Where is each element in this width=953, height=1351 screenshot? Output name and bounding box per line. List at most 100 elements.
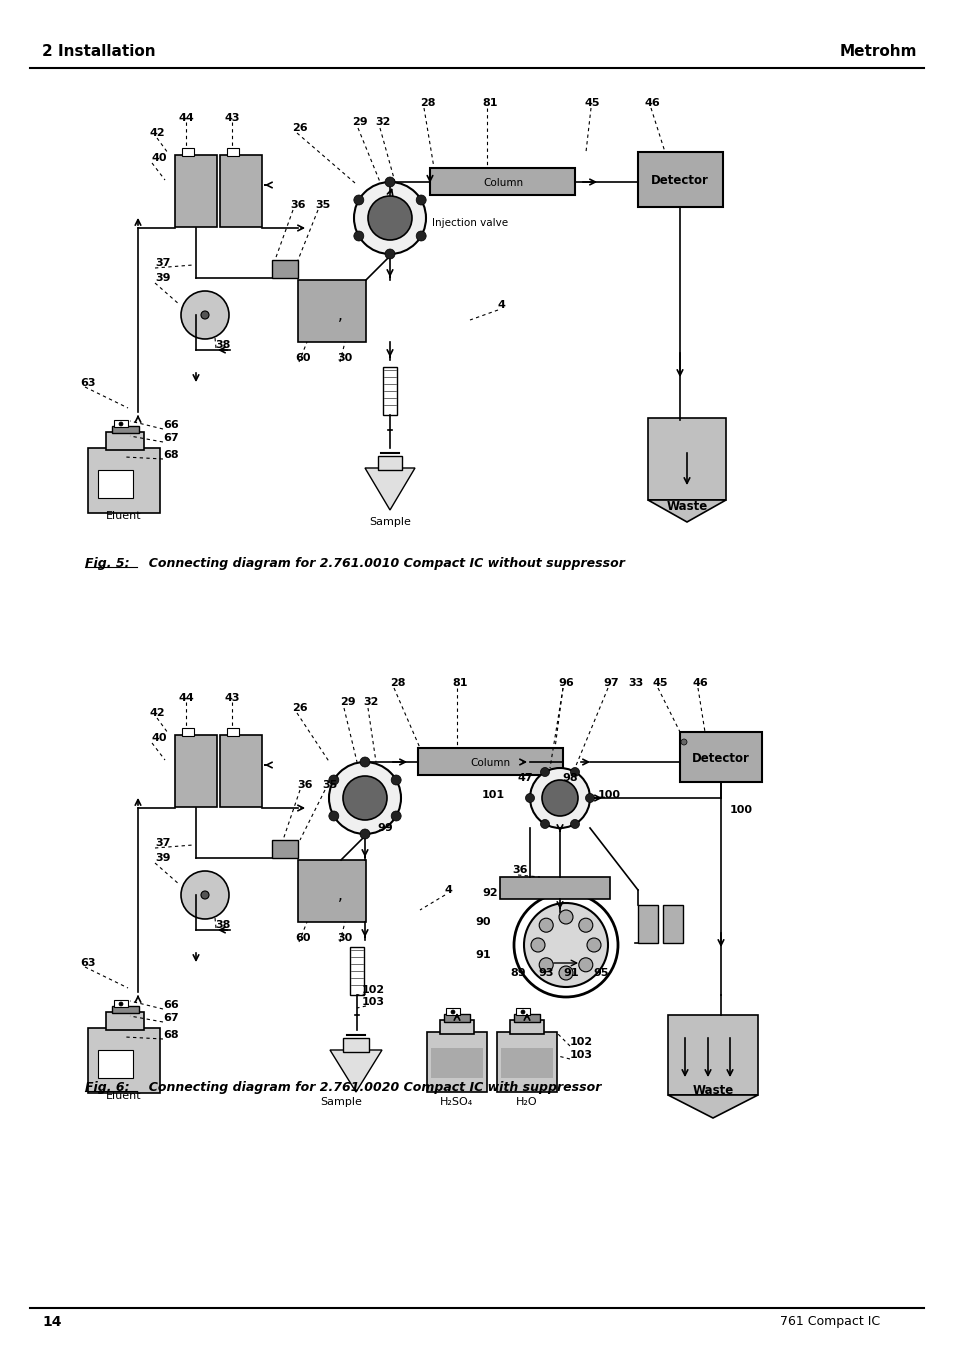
Bar xyxy=(174,155,216,227)
Circle shape xyxy=(523,902,607,988)
Text: 91: 91 xyxy=(475,950,490,961)
Polygon shape xyxy=(647,500,725,521)
Bar xyxy=(88,1028,160,1093)
Text: 67: 67 xyxy=(163,1013,178,1023)
Text: 36: 36 xyxy=(290,200,305,209)
Circle shape xyxy=(538,958,553,971)
Circle shape xyxy=(329,775,338,785)
Text: 45: 45 xyxy=(652,678,668,688)
Bar xyxy=(382,367,396,415)
Bar xyxy=(98,470,132,499)
Circle shape xyxy=(201,892,209,898)
Bar xyxy=(638,905,658,943)
Bar xyxy=(112,426,139,434)
Text: Sample: Sample xyxy=(319,1097,361,1106)
Text: 4: 4 xyxy=(444,885,453,894)
Bar xyxy=(446,1008,459,1015)
Circle shape xyxy=(354,195,363,205)
Text: 38: 38 xyxy=(214,340,230,350)
Text: H₂SO₄: H₂SO₄ xyxy=(440,1097,473,1106)
Text: ,: , xyxy=(337,308,342,323)
Bar xyxy=(499,877,609,898)
Text: 40: 40 xyxy=(152,153,168,163)
Text: Sample: Sample xyxy=(369,517,411,527)
Bar xyxy=(297,280,366,342)
Text: Connecting diagram for 2.761.0020 Compact IC with suppressor: Connecting diagram for 2.761.0020 Compac… xyxy=(140,1081,600,1093)
Bar xyxy=(443,1015,470,1021)
Bar xyxy=(220,155,262,227)
Circle shape xyxy=(329,811,338,821)
Circle shape xyxy=(680,739,686,744)
Text: Fig. 5:: Fig. 5: xyxy=(85,557,130,570)
Circle shape xyxy=(531,938,544,952)
Text: Detector: Detector xyxy=(691,753,749,766)
Text: 60: 60 xyxy=(294,353,310,363)
Text: 28: 28 xyxy=(419,99,435,108)
Text: 100: 100 xyxy=(598,790,620,800)
Text: 63: 63 xyxy=(80,958,95,969)
Circle shape xyxy=(354,182,426,254)
Text: 35: 35 xyxy=(314,200,330,209)
Text: 46: 46 xyxy=(692,678,708,688)
Text: Injection valve: Injection valve xyxy=(432,218,508,228)
Text: 29: 29 xyxy=(352,118,367,127)
Circle shape xyxy=(558,911,573,924)
Text: 761 Compact IC: 761 Compact IC xyxy=(780,1316,880,1328)
Text: 89: 89 xyxy=(510,969,525,978)
Bar xyxy=(510,1020,543,1034)
Bar xyxy=(174,735,216,807)
Text: 45: 45 xyxy=(584,99,599,108)
Text: ,: , xyxy=(337,888,342,902)
Text: H₂O: H₂O xyxy=(516,1097,537,1106)
Circle shape xyxy=(525,793,534,802)
Text: 40: 40 xyxy=(152,734,168,743)
Bar xyxy=(227,728,239,736)
Bar xyxy=(427,1032,486,1092)
Text: 36: 36 xyxy=(296,780,313,790)
Text: 28: 28 xyxy=(390,678,405,688)
Circle shape xyxy=(530,767,589,828)
Bar xyxy=(667,1015,758,1096)
Text: 43: 43 xyxy=(224,113,239,123)
Text: Column: Column xyxy=(470,758,510,767)
Circle shape xyxy=(586,938,600,952)
Circle shape xyxy=(201,311,209,319)
Circle shape xyxy=(368,196,412,240)
Text: 32: 32 xyxy=(363,697,378,707)
Bar xyxy=(350,947,364,994)
Bar xyxy=(106,432,144,450)
Text: 63: 63 xyxy=(80,378,95,388)
Bar xyxy=(662,905,682,943)
Text: 91: 91 xyxy=(562,969,578,978)
Bar xyxy=(227,149,239,155)
Text: Column: Column xyxy=(482,178,522,188)
Text: 29: 29 xyxy=(339,697,355,707)
Text: 103: 103 xyxy=(361,997,385,1006)
Text: 39: 39 xyxy=(154,852,171,863)
Text: 46: 46 xyxy=(644,99,660,108)
Circle shape xyxy=(451,1011,455,1015)
Text: 90: 90 xyxy=(475,917,490,927)
Text: 101: 101 xyxy=(481,790,504,800)
Text: 39: 39 xyxy=(154,273,171,282)
Text: 44: 44 xyxy=(178,693,193,703)
Text: 67: 67 xyxy=(163,434,178,443)
Text: Eluent: Eluent xyxy=(106,1092,142,1101)
Circle shape xyxy=(385,177,395,186)
Bar xyxy=(113,420,128,427)
Text: 30: 30 xyxy=(336,934,352,943)
Text: 37: 37 xyxy=(154,258,171,267)
Circle shape xyxy=(391,775,401,785)
Text: 26: 26 xyxy=(292,123,307,132)
Bar xyxy=(430,168,575,195)
Circle shape xyxy=(585,793,594,802)
Text: 60: 60 xyxy=(294,934,310,943)
Text: 97: 97 xyxy=(602,678,618,688)
Text: Waste: Waste xyxy=(666,500,707,513)
Bar xyxy=(439,1020,474,1034)
Text: Fig. 6:: Fig. 6: xyxy=(85,1081,130,1093)
Text: Connecting diagram for 2.761.0010 Compact IC without suppressor: Connecting diagram for 2.761.0010 Compac… xyxy=(140,557,624,570)
Text: 93: 93 xyxy=(537,969,553,978)
Text: 14: 14 xyxy=(42,1315,61,1329)
Text: 42: 42 xyxy=(149,708,165,717)
